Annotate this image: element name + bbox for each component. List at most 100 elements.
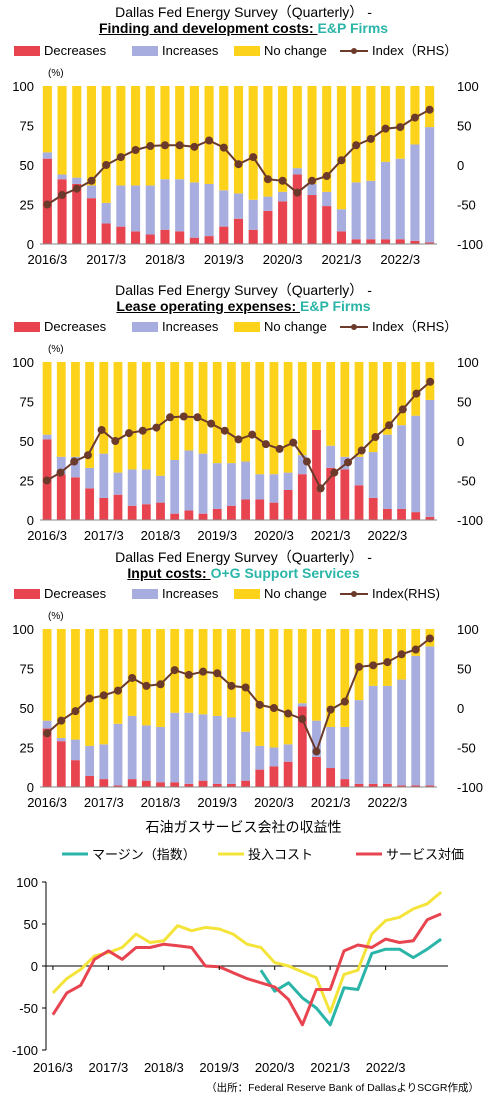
bar-no-change — [354, 362, 364, 457]
legend-label-2: Increases — [162, 319, 219, 334]
bar-decreases — [307, 195, 317, 244]
bar-increases — [184, 712, 194, 784]
bar-no-change — [198, 362, 208, 454]
bar-decreases — [255, 499, 265, 520]
bar-increases — [269, 474, 279, 503]
bar-decreases — [127, 505, 137, 520]
index-point — [113, 686, 122, 695]
bar-increases — [170, 459, 180, 514]
bar-increases — [425, 127, 435, 243]
bar-decreases — [269, 502, 279, 520]
bar-increases — [269, 747, 279, 767]
bar-decreases — [145, 234, 155, 244]
bar-no-change — [56, 362, 66, 457]
bar-decreases — [297, 474, 307, 520]
bar-decreases — [160, 229, 170, 244]
bar-decreases — [170, 513, 180, 520]
index-point — [355, 662, 364, 671]
index-point — [184, 670, 193, 679]
legend-label-1: Decreases — [44, 43, 107, 58]
bar-decreases — [113, 785, 123, 787]
right-tick-label: -100 — [457, 513, 483, 528]
index-point — [72, 184, 81, 193]
bar-increases — [85, 467, 95, 489]
legend-index-marker — [351, 48, 357, 54]
legend-swatch-3 — [234, 322, 260, 332]
bar-decreases — [116, 226, 126, 244]
bar-decreases — [397, 508, 406, 520]
chart-2-title-line2: Lease operating expenses: E&P Firms — [0, 298, 487, 314]
legend-label-4: Index（RHS） — [372, 319, 457, 334]
bar-increases — [141, 725, 151, 781]
x-tick-label: 2020/3 — [255, 1060, 295, 1075]
index-point — [56, 468, 65, 477]
legend-swatch-2 — [132, 46, 158, 56]
right-tick-label: 50 — [457, 662, 471, 677]
series-line-2 — [51, 890, 443, 1014]
bar-decreases — [354, 783, 364, 787]
index-point — [179, 412, 188, 421]
bar-increases — [397, 425, 406, 509]
bar-decreases — [292, 174, 302, 244]
bar-decreases — [366, 239, 376, 244]
bar-no-change — [156, 362, 165, 476]
bar-increases — [204, 183, 214, 237]
chart-1-title-prefix: Finding and development costs: — [98, 20, 318, 36]
index-point — [397, 650, 406, 659]
left-tick-label: 25 — [20, 198, 34, 213]
legend-swatch-1 — [14, 589, 40, 599]
bar-decreases — [141, 504, 151, 520]
index-point — [190, 142, 199, 151]
bar-increases — [113, 472, 123, 495]
bar-decreases — [411, 785, 421, 787]
chart-1-svg: Decreases Increases No change Index（RHS） (%)… — [12, 43, 483, 267]
index-point — [366, 134, 375, 143]
bar-no-change — [56, 629, 66, 739]
index-point — [43, 200, 52, 209]
bar-decreases — [212, 783, 222, 787]
right-tick-label: 0 — [457, 701, 464, 716]
bar-no-change — [366, 86, 376, 181]
bar-decreases — [113, 494, 123, 520]
bar-increases — [156, 475, 165, 503]
bar-decreases — [322, 206, 332, 244]
bar-decreases — [156, 782, 165, 787]
bar-increases — [354, 456, 364, 486]
legend-index-marker — [351, 324, 357, 330]
bar-decreases — [184, 783, 194, 787]
bar-decreases — [101, 223, 111, 244]
bar-no-change — [57, 86, 67, 175]
index-point — [293, 188, 302, 197]
bar-no-change — [241, 362, 250, 462]
bar-increases — [354, 700, 364, 784]
left-tick-label: 75 — [20, 395, 34, 410]
bar-increases — [368, 685, 378, 784]
chart-4-title: 石油ガスサービス会社の収益性 — [145, 819, 342, 835]
left-tick-label: 0 — [27, 513, 34, 528]
bar-increases — [278, 191, 288, 202]
y-tick-label: -100 — [12, 1043, 38, 1058]
right-tick-label: 0 — [457, 158, 464, 173]
bar-no-change — [85, 629, 95, 746]
right-tick-label: 100 — [457, 79, 479, 94]
legend-label-2: Increases — [162, 43, 219, 58]
index-point — [398, 405, 407, 414]
bar-no-change — [99, 629, 109, 745]
bar-decreases — [99, 779, 109, 787]
index-point — [369, 661, 378, 670]
bar-no-change — [241, 629, 250, 732]
bar-increases — [382, 434, 392, 509]
index-point — [175, 141, 184, 150]
index-point — [263, 175, 272, 184]
bar-no-change — [71, 362, 80, 457]
index-point — [57, 716, 66, 725]
bar-no-change — [42, 86, 52, 153]
bar-decreases — [85, 488, 95, 520]
y-tick-label: 100 — [16, 875, 38, 890]
index-point — [227, 681, 236, 690]
index-point — [278, 176, 287, 185]
index-point — [97, 425, 106, 434]
bar-decreases — [326, 768, 336, 787]
index-point — [146, 142, 155, 151]
x-tick-label: 2018/3 — [144, 1060, 184, 1075]
